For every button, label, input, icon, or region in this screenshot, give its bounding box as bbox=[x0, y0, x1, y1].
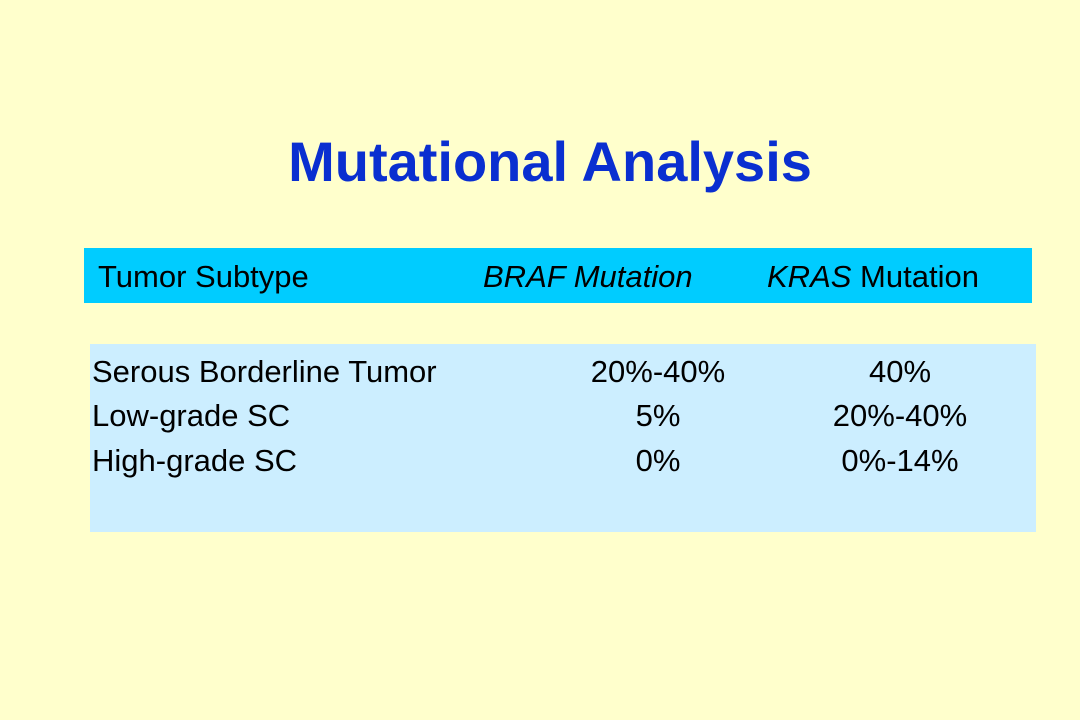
cell-braf: 5% bbox=[635, 398, 681, 433]
header-kras-gene: KRAS bbox=[767, 259, 852, 294]
table-body: Serous Borderline Tumor 20%-40% 40% Low-… bbox=[90, 344, 1036, 532]
cell-kras: 0%-14% bbox=[841, 443, 959, 478]
cell-subtype: Low-grade SC bbox=[92, 398, 291, 433]
header-kras-mutation: KRAS Mutation bbox=[767, 248, 979, 305]
cell-kras: 20%-40% bbox=[832, 398, 968, 433]
header-kras-suffix: Mutation bbox=[851, 259, 979, 294]
table-header-bar: Tumor Subtype BRAF Mutation KRAS Mutatio… bbox=[84, 248, 1032, 303]
table-row: Low-grade SC 5% 20%-40% bbox=[90, 395, 1036, 437]
table-row: Serous Borderline Tumor 20%-40% 40% bbox=[90, 351, 1036, 393]
cell-braf: 0% bbox=[635, 443, 681, 478]
cell-braf: 20%-40% bbox=[590, 354, 726, 389]
table-row: High-grade SC 0% 0%-14% bbox=[90, 440, 1036, 482]
cell-subtype: Serous Borderline Tumor bbox=[92, 354, 437, 389]
header-braf-mutation: BRAF Mutation bbox=[483, 259, 693, 294]
header-tumor-subtype: Tumor Subtype bbox=[98, 259, 309, 294]
cell-kras: 40% bbox=[868, 354, 932, 389]
slide-title: Mutational Analysis bbox=[288, 130, 812, 193]
cell-subtype: High-grade SC bbox=[92, 443, 298, 478]
